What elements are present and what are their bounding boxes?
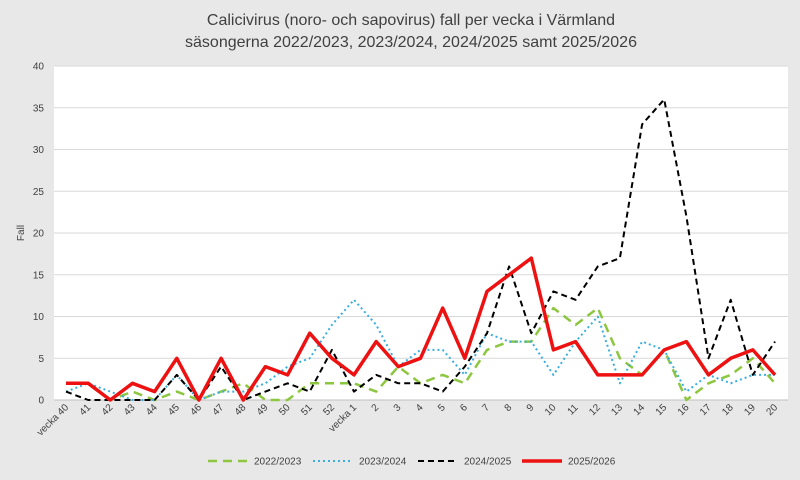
x-tick-label: 42 — [100, 402, 116, 418]
legend: 2022/2023 2023/2024 2024/2025 2025/2026 — [208, 457, 616, 468]
y-tick-label: 35 — [33, 103, 45, 114]
x-tick-label: 49 — [255, 402, 271, 418]
x-tick-label: 8 — [503, 402, 515, 414]
legend-label: 2024/2025 — [464, 457, 512, 468]
y-axis-label: Fall — [16, 225, 27, 241]
x-tick-label: 5 — [436, 402, 448, 414]
x-tick-label: 44 — [144, 402, 160, 418]
x-tick-label: vecka 40 — [35, 402, 71, 438]
x-tick-label: 13 — [609, 402, 625, 418]
x-tick-label: 19 — [742, 402, 758, 418]
x-tick-label: 6 — [458, 402, 470, 414]
x-tick-label: 45 — [166, 402, 182, 418]
x-tick-label: 17 — [698, 402, 714, 418]
x-tick-label: 10 — [543, 402, 559, 418]
x-tick-label: 52 — [321, 402, 337, 418]
y-tick-label: 10 — [33, 312, 45, 323]
y-tick-label: 40 — [33, 62, 45, 73]
y-tick-label: 25 — [33, 187, 45, 198]
y-tick-label: 5 — [38, 354, 44, 365]
x-tick-label: 14 — [632, 402, 648, 418]
chart-title: Calicivirus (noro- och sapovirus) fall p… — [207, 12, 615, 29]
x-tick-label: 51 — [299, 402, 315, 418]
x-tick-label: 3 — [392, 402, 404, 414]
x-tick-label: 11 — [566, 402, 581, 417]
y-tick-label: 15 — [33, 270, 45, 281]
x-tick-label: 12 — [587, 402, 603, 418]
legend-label: 2025/2026 — [568, 457, 616, 468]
x-tick-label: 47 — [211, 402, 227, 418]
y-tick-label: 0 — [38, 396, 44, 407]
x-tick-label: 50 — [277, 402, 293, 418]
x-tick-label: 9 — [525, 402, 537, 414]
x-tick-label: 16 — [676, 402, 692, 418]
x-tick-label: 15 — [654, 402, 670, 418]
x-tick-label: 18 — [720, 402, 736, 418]
series-line-2022-2023 — [66, 306, 776, 402]
x-tick-label: 20 — [764, 402, 780, 418]
x-tick-label: 2 — [370, 402, 382, 414]
series-lines — [65, 98, 777, 402]
x-tick-label: 41 — [78, 402, 94, 418]
y-tick-label: 20 — [33, 229, 45, 240]
y-axis-ticks: 0 5 10 15 20 25 30 35 40 — [33, 62, 45, 407]
x-tick-label: 7 — [480, 402, 492, 414]
x-tick-label: 4 — [414, 402, 426, 414]
x-tick-label: 43 — [122, 402, 138, 418]
x-tick-label: 46 — [188, 402, 204, 418]
legend-label: 2022/2023 — [254, 457, 302, 468]
legend-label: 2023/2024 — [359, 457, 407, 468]
x-tick-label: 48 — [233, 402, 249, 418]
chart-subtitle: säsongerna 2022/2023, 2023/2024, 2024/20… — [185, 34, 637, 51]
series-line-2025-2026 — [66, 256, 777, 402]
series-line-2024-2025 — [65, 98, 776, 401]
y-tick-label: 30 — [33, 145, 45, 156]
